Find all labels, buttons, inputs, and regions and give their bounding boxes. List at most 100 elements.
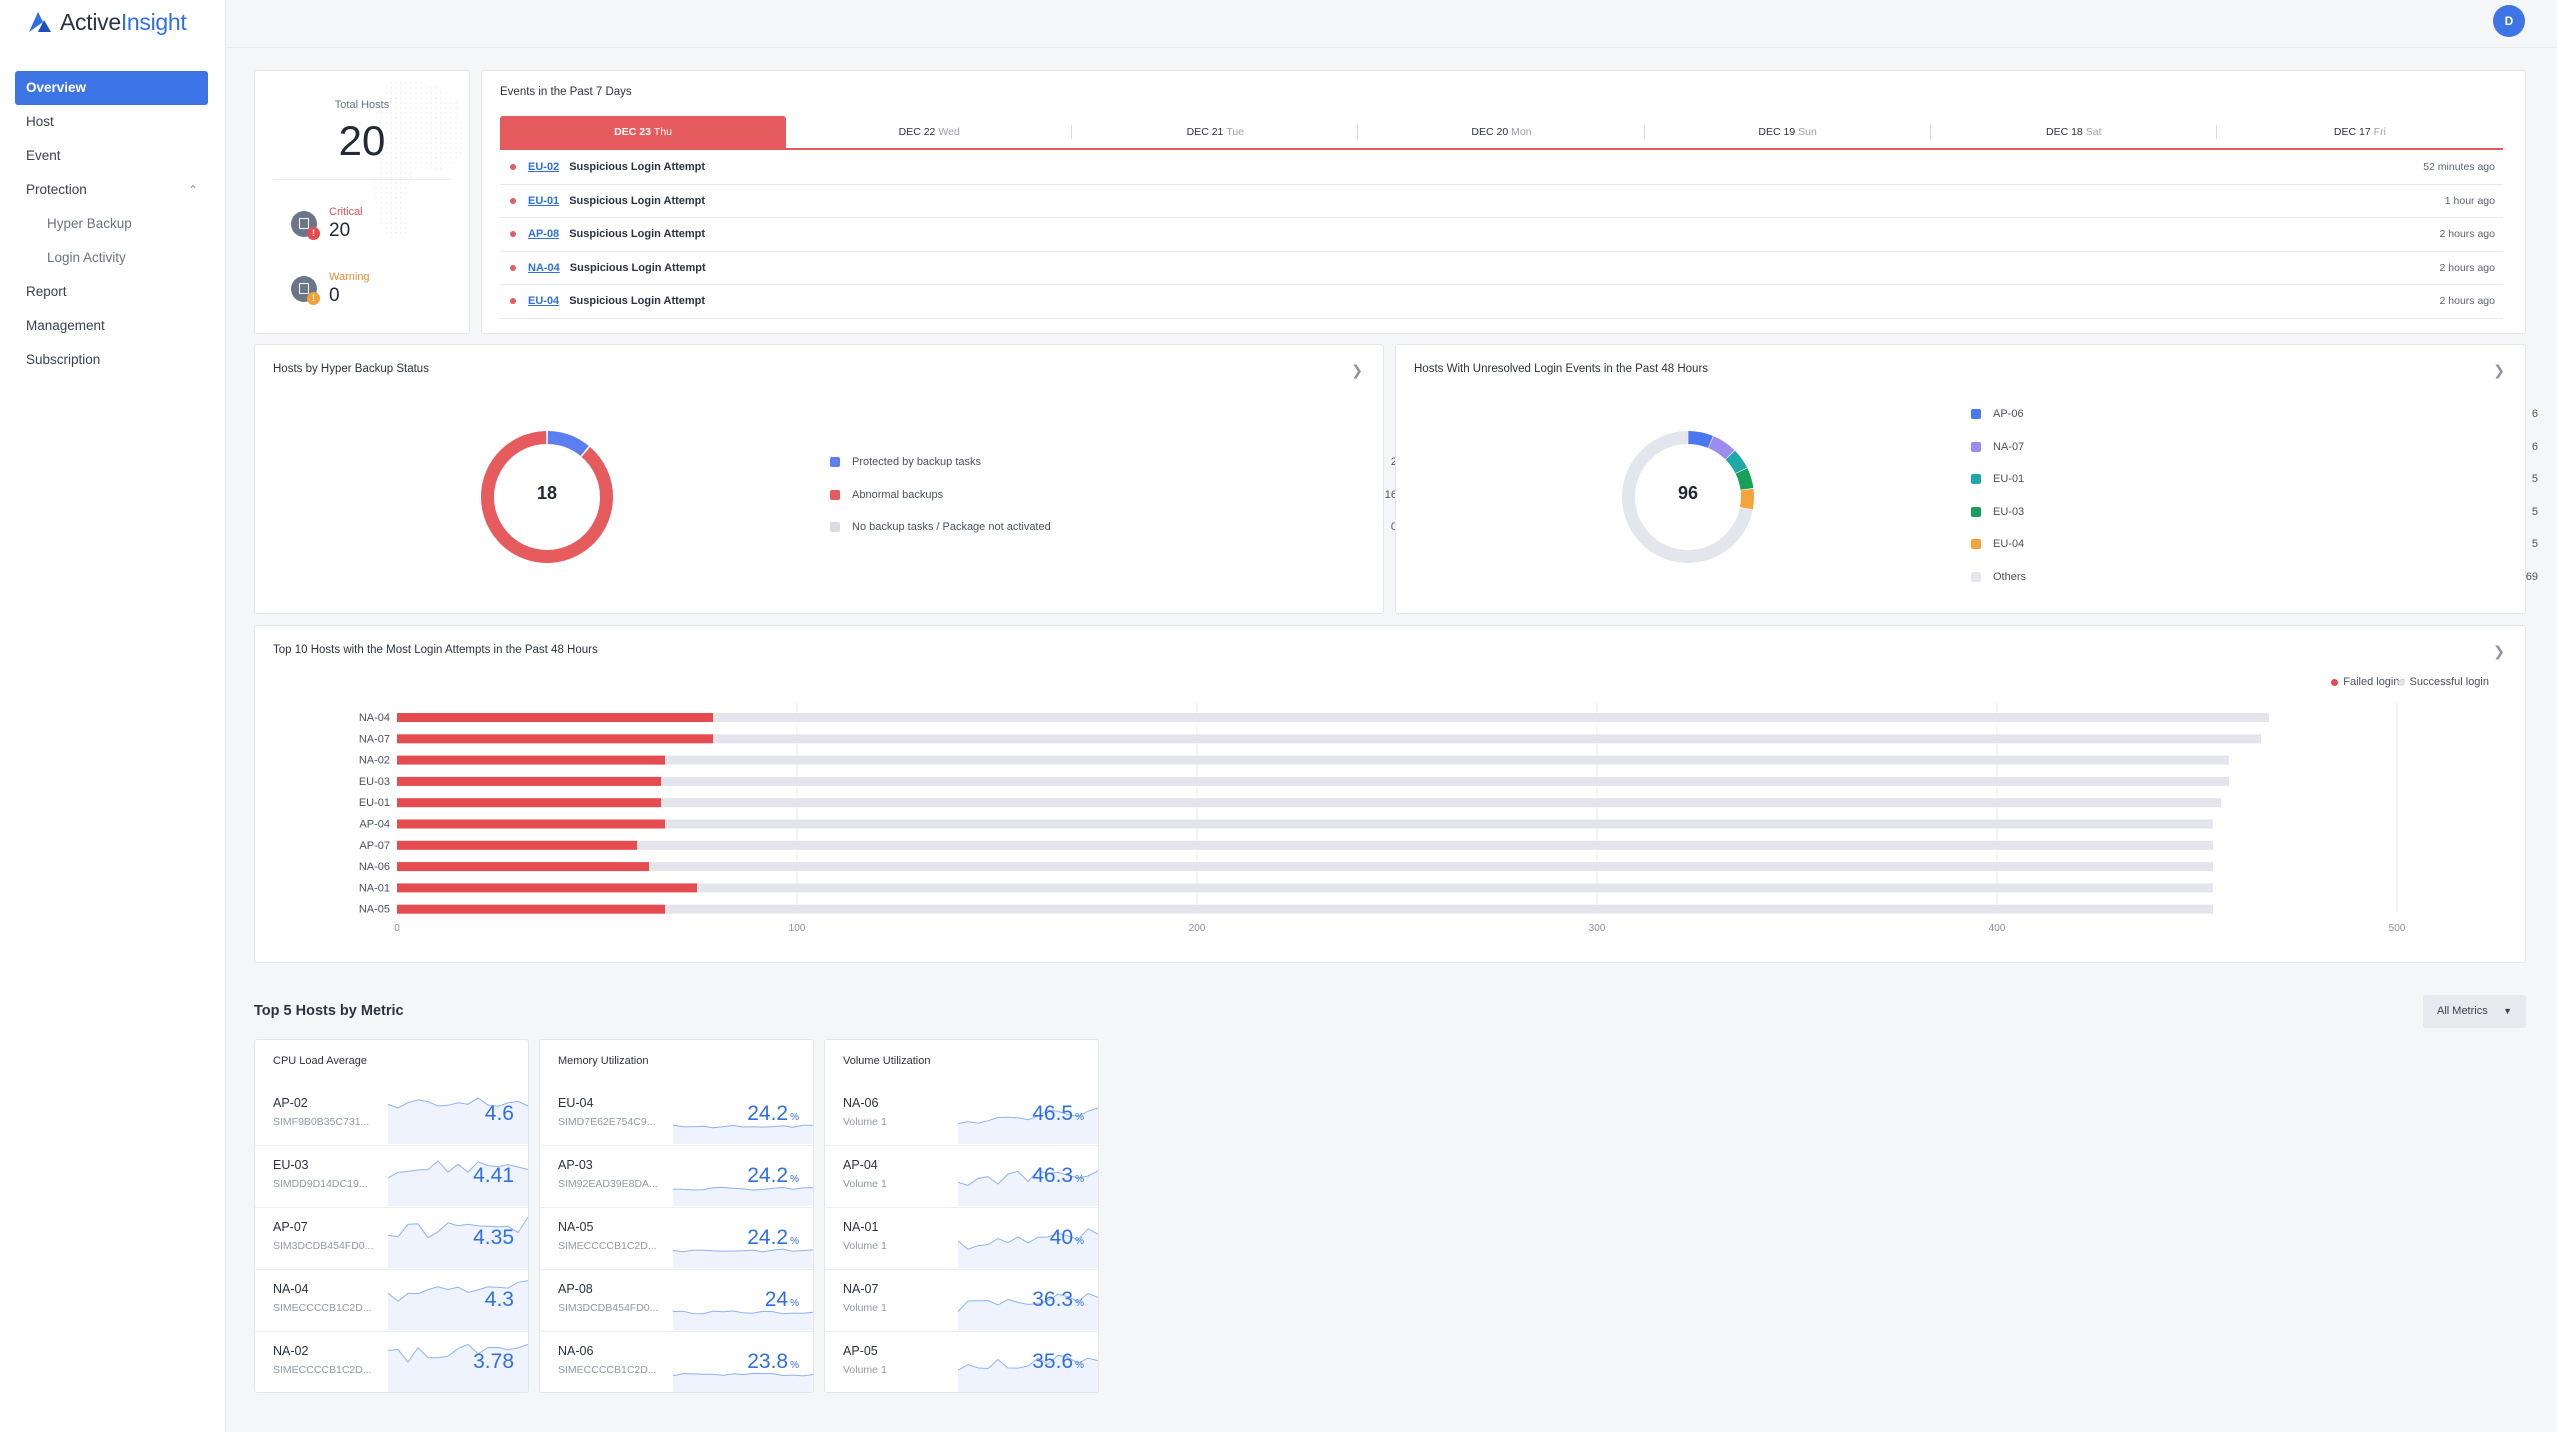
donut-segment[interactable]: [481, 431, 613, 563]
metric-row[interactable]: AP-05 Volume 1 35.6%: [825, 1332, 1098, 1394]
bar-successful-logins[interactable]: [713, 713, 2269, 722]
bar-failed-logins[interactable]: [397, 734, 713, 744]
bar-successful-logins[interactable]: [649, 862, 2213, 872]
app-logo[interactable]: ActiveInsight: [26, 8, 187, 36]
legend-item[interactable]: Abnormal backups: [830, 489, 943, 501]
metric-row[interactable]: AP-07 SIM3DCDB454FD0... 4.35: [255, 1208, 528, 1270]
legend-item[interactable]: Protected by backup tasks: [830, 456, 981, 468]
legend-failed[interactable]: Failed logins: [2331, 676, 2405, 688]
donut-segment[interactable]: [1622, 431, 1753, 563]
metric-host-name: AP-08: [558, 1282, 593, 1296]
donut-segment[interactable]: [1708, 436, 1735, 460]
tab-date-label: DEC 17: [2333, 126, 2371, 138]
bar-successful-logins[interactable]: [661, 776, 2229, 786]
chevron-right-icon[interactable]: ❯: [2493, 643, 2505, 659]
bar-failed-logins[interactable]: [397, 862, 649, 872]
nav-item-hyper-backup[interactable]: Hyper Backup: [15, 207, 208, 241]
nav-item-login-activity[interactable]: Login Activity: [15, 241, 208, 275]
metric-card-title: CPU Load Average: [273, 1055, 367, 1067]
metric-value-number: 24: [764, 1288, 789, 1311]
nav-item-overview[interactable]: Overview: [15, 71, 208, 105]
metric-row[interactable]: AP-04 Volume 1 46.3%: [825, 1146, 1098, 1208]
metric-row[interactable]: NA-04 SIMECCCCB1C2D... 4.3: [255, 1270, 528, 1332]
metric-row[interactable]: NA-06 Volume 1 46.5%: [825, 1084, 1098, 1146]
warning-stat[interactable]: ! Warning 0: [291, 271, 370, 307]
tab-date[interactable]: DEC 20 Mon: [1358, 116, 1645, 148]
bar-failed-logins[interactable]: [397, 755, 665, 765]
tab-day-label: Sun: [1798, 126, 1817, 138]
legend-item[interactable]: NA-07: [1971, 441, 2024, 453]
bar-successful-logins[interactable]: [665, 755, 2229, 765]
legend-item[interactable]: AP-06: [1971, 408, 2024, 420]
metric-row[interactable]: AP-08 SIM3DCDB454FD0... 24%: [540, 1270, 813, 1332]
tab-date[interactable]: DEC 17 Fri: [2217, 116, 2503, 148]
metric-row[interactable]: NA-02 SIMECCCCB1C2D... 3.78: [255, 1332, 528, 1394]
legend-item[interactable]: No backup tasks / Package not activated: [830, 521, 1051, 533]
legend-successful[interactable]: Successful login: [2397, 676, 2489, 688]
metric-row[interactable]: NA-06 SIMECCCCB1C2D... 23.8%: [540, 1332, 813, 1394]
nav-item-event[interactable]: Event: [15, 139, 208, 173]
tab-date[interactable]: DEC 23 Thu: [500, 116, 787, 148]
bar-successful-logins[interactable]: [713, 734, 2261, 744]
chevron-right-icon[interactable]: ❯: [2493, 362, 2505, 378]
event-host-link[interactable]: NA-04: [528, 261, 560, 274]
bar-failed-logins[interactable]: [397, 713, 713, 722]
metric-host-id: Volume 1: [843, 1178, 887, 1190]
critical-stat[interactable]: ! Critical 20: [291, 206, 363, 242]
bar-successful-logins[interactable]: [665, 904, 2213, 914]
nav-item-protection[interactable]: Protection ⌃: [15, 173, 208, 207]
event-host-link[interactable]: EU-04: [528, 295, 560, 308]
bar-successful-logins[interactable]: [637, 840, 2213, 850]
metrics-filter-dropdown[interactable]: All Metrics ▼: [2423, 995, 2526, 1028]
bar-successful-logins[interactable]: [661, 798, 2221, 808]
legend-item[interactable]: Others: [1971, 571, 2026, 583]
event-row[interactable]: AP-08 Suspicious Login Attempt 2 hours ago: [500, 218, 2503, 252]
donut-segment[interactable]: [547, 431, 589, 457]
metric-row[interactable]: AP-02 SIMF9B0B35C731... 4.6: [255, 1084, 528, 1146]
bar-successful-logins[interactable]: [697, 883, 2213, 893]
chevron-right-icon[interactable]: ❯: [1351, 362, 1363, 378]
donut-segment[interactable]: [1739, 488, 1754, 510]
event-host-link[interactable]: AP-08: [528, 228, 560, 241]
metric-row[interactable]: NA-07 Volume 1 36.3%: [825, 1270, 1098, 1332]
metric-value-number: 4.6: [484, 1102, 514, 1125]
donut-segment[interactable]: [1735, 468, 1754, 491]
legend-item[interactable]: EU-03: [1971, 506, 2024, 518]
metric-row[interactable]: AP-03 SIM92EAD39E8DA... 24.2%: [540, 1146, 813, 1208]
nav-item-management[interactable]: Management: [15, 309, 208, 343]
bar-successful-logins[interactable]: [665, 819, 2213, 829]
legend-item[interactable]: EU-01: [1971, 473, 2024, 485]
tab-date[interactable]: DEC 18 Sat: [1931, 116, 2217, 148]
event-host-link[interactable]: EU-02: [528, 161, 560, 174]
x-tick-label: 400: [1989, 923, 2006, 934]
metric-row[interactable]: EU-03 SIMDD9D14DC19... 4.41: [255, 1146, 528, 1208]
bar-failed-logins[interactable]: [397, 776, 661, 786]
tab-date[interactable]: DEC 22 Wed: [786, 116, 1073, 148]
event-row[interactable]: NA-04 Suspicious Login Attempt 2 hours ago: [500, 252, 2503, 285]
bar-failed-logins[interactable]: [397, 798, 661, 808]
nav-item-host[interactable]: Host: [15, 105, 208, 139]
bar-failed-logins[interactable]: [397, 883, 697, 893]
donut-segment[interactable]: [1687, 431, 1713, 449]
metric-row[interactable]: EU-04 SIMD7E62E754C9... 24.2%: [540, 1084, 813, 1146]
donut-segment[interactable]: [1725, 450, 1748, 474]
event-row[interactable]: EU-04 Suspicious Login Attempt 2 hours ago: [500, 285, 2503, 319]
event-row[interactable]: EU-02 Suspicious Login Attempt 52 minutes …: [500, 151, 2503, 185]
bar-failed-logins[interactable]: [397, 904, 665, 914]
bar-failed-logins[interactable]: [397, 819, 665, 829]
legend-item[interactable]: EU-04: [1971, 538, 2024, 550]
nav-item-report[interactable]: Report: [15, 275, 208, 309]
event-time: 2 hours ago: [2439, 228, 2495, 241]
metric-host-id: SIMECCCCB1C2D...: [558, 1240, 657, 1252]
event-host-link[interactable]: EU-01: [528, 194, 560, 207]
nav-item-subscription[interactable]: Subscription: [15, 343, 208, 377]
tab-date[interactable]: DEC 21 Tue: [1072, 116, 1359, 148]
user-avatar[interactable]: D: [2493, 5, 2525, 37]
metrics-section-title: Top 5 Hosts by Metric: [254, 1003, 404, 1019]
event-time: 2 hours ago: [2439, 295, 2495, 308]
bar-failed-logins[interactable]: [397, 840, 637, 850]
event-row[interactable]: EU-01 Suspicious Login Attempt 1 hour ago: [500, 185, 2503, 218]
metric-row[interactable]: NA-05 SIMECCCCB1C2D... 24.2%: [540, 1208, 813, 1270]
tab-date[interactable]: DEC 19 Sun: [1645, 116, 1931, 148]
metric-row[interactable]: NA-01 Volume 1 40%: [825, 1208, 1098, 1270]
